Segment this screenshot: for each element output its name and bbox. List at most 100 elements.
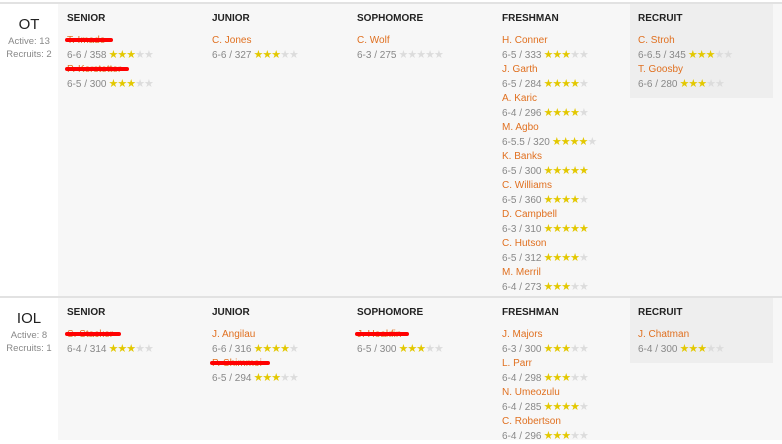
star-rating: ★★★★★ xyxy=(108,343,153,355)
player-name-link[interactable]: H. Conner xyxy=(502,35,548,46)
star-rating: ★★★★★ xyxy=(398,49,443,61)
star-icon: ★ xyxy=(543,194,553,206)
star-icon: ★ xyxy=(561,49,571,61)
player-name-link[interactable]: T. Imade xyxy=(64,35,114,46)
player-name-link[interactable]: M. Agbo xyxy=(502,122,539,133)
player-name-link[interactable]: K. Banks xyxy=(502,151,543,162)
player-entry: J. Majors 6-3 / 300 ★★★★★ xyxy=(502,324,638,355)
star-icon: ★ xyxy=(416,343,426,355)
star-icon: ★ xyxy=(714,49,724,61)
height-weight: 6-4 / 314 xyxy=(67,344,107,355)
player-name-link[interactable]: C. Williams xyxy=(502,180,552,191)
star-icon: ★ xyxy=(135,343,145,355)
star-icon: ★ xyxy=(552,343,562,355)
star-icon: ★ xyxy=(570,49,580,61)
player-name-link[interactable]: A. Karic xyxy=(502,93,538,104)
player-name-link[interactable]: T. Goosby xyxy=(638,64,684,75)
player-name-link[interactable]: C. Jones xyxy=(212,35,252,46)
player-name-link[interactable]: C. Stroh xyxy=(638,35,675,46)
player-name-link[interactable]: S. Stacker xyxy=(64,329,122,340)
star-icon: ★ xyxy=(126,49,136,61)
star-icon: ★ xyxy=(543,49,553,61)
column-header: FRESHMAN xyxy=(502,307,559,318)
column-header: JUNIOR xyxy=(212,13,250,24)
star-icon: ★ xyxy=(552,401,562,413)
star-rating: ★★★★★ xyxy=(253,49,298,61)
player-entry: M. Merril 6-4 / 273 ★★★★★ xyxy=(502,262,638,293)
class-column-sophomore: SOPHOMORE C. Wolf 6-3 / 275 ★★★★★ xyxy=(348,4,493,296)
player-entry: C. Williams 6-5 / 360 ★★★★★ xyxy=(502,175,638,206)
star-icon: ★ xyxy=(551,136,562,148)
player-name-link[interactable]: J. Majors xyxy=(502,329,543,340)
player-entry: A. Karic 6-4 / 296 ★★★★★ xyxy=(502,88,638,119)
player-name-link[interactable]: P. Shimmoi xyxy=(210,358,270,369)
star-icon: ★ xyxy=(117,49,127,61)
active-count: Active: 13 xyxy=(8,36,50,47)
star-icon: ★ xyxy=(552,372,562,384)
star-icon: ★ xyxy=(143,78,154,90)
height-weight: 6-3 / 300 xyxy=(502,344,542,355)
player-entry: P. Shimmoi 6-5 / 294 ★★★★★ xyxy=(210,353,348,384)
star-icon: ★ xyxy=(561,165,571,177)
star-icon: ★ xyxy=(543,372,553,384)
height-weight: 6-5 / 360 xyxy=(502,195,542,206)
height-weight: 6-6 / 358 xyxy=(67,50,107,61)
star-icon: ★ xyxy=(679,343,689,355)
star-icon: ★ xyxy=(714,78,725,90)
player-entry: C. Hutson 6-5 / 312 ★★★★★ xyxy=(502,233,638,264)
star-icon: ★ xyxy=(578,194,589,206)
height-weight: 6-5.5 / 320 xyxy=(502,137,550,148)
player-name-link[interactable]: D. Campbell xyxy=(502,209,558,220)
star-icon: ★ xyxy=(578,165,589,177)
star-icon: ★ xyxy=(561,107,571,119)
player-name-link[interactable]: J. Garth xyxy=(502,64,538,75)
class-column-senior: SENIOR S. Stacker 6-4 / 314 ★★★★★ xyxy=(58,298,203,440)
star-rating: ★★★★★ xyxy=(543,49,588,61)
player-entry: P. Kerstetter 6-5 / 300 ★★★★★ xyxy=(64,59,203,90)
star-icon: ★ xyxy=(552,78,562,90)
player-stats: 6-4 / 285 ★★★★★ xyxy=(502,400,638,415)
player-name-link[interactable]: J. Angilau xyxy=(212,329,256,340)
star-icon: ★ xyxy=(552,223,562,235)
star-icon: ★ xyxy=(570,430,580,442)
player-stats: 6-5 / 360 ★★★★★ xyxy=(502,193,638,208)
star-icon: ★ xyxy=(587,136,597,148)
player-name-link[interactable]: J. Hoakfin xyxy=(354,329,411,340)
player-name-link[interactable]: J. Chatman xyxy=(638,329,690,340)
player-name-link[interactable]: C. Wolf xyxy=(357,35,390,46)
position-abbr: OT xyxy=(18,16,40,33)
star-icon: ★ xyxy=(696,49,707,61)
player-entry: C. Robertson 6-4 / 296 ★★★★★ xyxy=(502,411,638,442)
star-icon: ★ xyxy=(561,372,571,384)
height-weight: 6-4 / 296 xyxy=(502,108,542,119)
player-name-link[interactable]: P. Kerstetter xyxy=(64,64,130,75)
star-rating: ★★★★★ xyxy=(688,49,733,61)
player-entry: N. Umeozulu 6-4 / 285 ★★★★★ xyxy=(502,382,638,413)
star-icon: ★ xyxy=(578,343,589,355)
height-weight: 6-6 / 280 xyxy=(638,79,678,90)
active-count: Active: 8 xyxy=(10,330,48,341)
player-name-link[interactable]: L. Parr xyxy=(502,358,533,369)
star-icon: ★ xyxy=(135,49,145,61)
player-name-link[interactable]: M. Merril xyxy=(502,267,541,278)
star-icon: ★ xyxy=(697,343,707,355)
star-icon: ★ xyxy=(262,49,272,61)
player-name-link[interactable]: C. Hutson xyxy=(502,238,547,249)
height-weight: 6-3 / 310 xyxy=(502,224,542,235)
height-weight: 6-6 / 327 xyxy=(212,50,252,61)
star-icon: ★ xyxy=(552,194,562,206)
player-name-link[interactable]: C. Robertson xyxy=(502,416,561,427)
star-icon: ★ xyxy=(570,78,580,90)
position-group-ot: OT Active: 13 Recruits: 2 SENIOR T. Imad… xyxy=(0,2,782,296)
star-icon: ★ xyxy=(262,343,272,355)
class-column-junior: JUNIOR J. Angilau 6-6 / 316 ★★★★★ P. Shim… xyxy=(203,298,348,440)
star-icon: ★ xyxy=(433,343,444,355)
star-rating: ★★★★★ xyxy=(679,78,725,90)
player-stats: 6-6 / 280 ★★★★★ xyxy=(638,77,773,92)
column-header: SOPHOMORE xyxy=(357,307,424,318)
player-stats: 6-4 / 296 ★★★★★ xyxy=(502,429,638,444)
depth-columns: SENIOR T. Imade 6-6 / 358 ★★★★★ P. Kerste… xyxy=(58,4,782,296)
player-name-link[interactable]: N. Umeozulu xyxy=(502,387,560,398)
star-rating: ★★★★★ xyxy=(543,194,589,206)
player-stats: 6-6.5 / 345 ★★★★★ xyxy=(638,48,773,63)
